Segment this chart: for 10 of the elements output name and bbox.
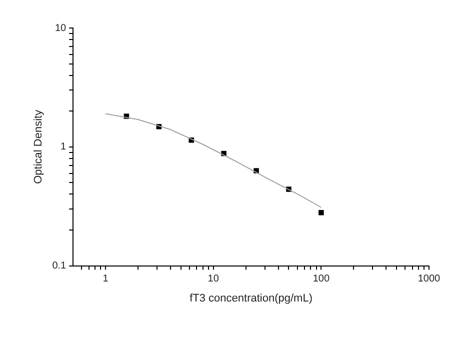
y-tick-label: 10 (54, 22, 67, 34)
point (318, 210, 324, 216)
y-tick-label: 1 (60, 142, 67, 153)
x-tick-label: 100 (312, 274, 330, 285)
x-tick-label: 1000 (418, 274, 441, 285)
x-tick-label: 1 (102, 274, 109, 285)
y-tick-label: 0.1 (52, 260, 67, 272)
y-axis-title: Optical Density (32, 109, 45, 184)
x-tick-label: 10 (208, 274, 220, 285)
x-axis-title: fT3 concentration(pg/mL) (190, 292, 312, 304)
